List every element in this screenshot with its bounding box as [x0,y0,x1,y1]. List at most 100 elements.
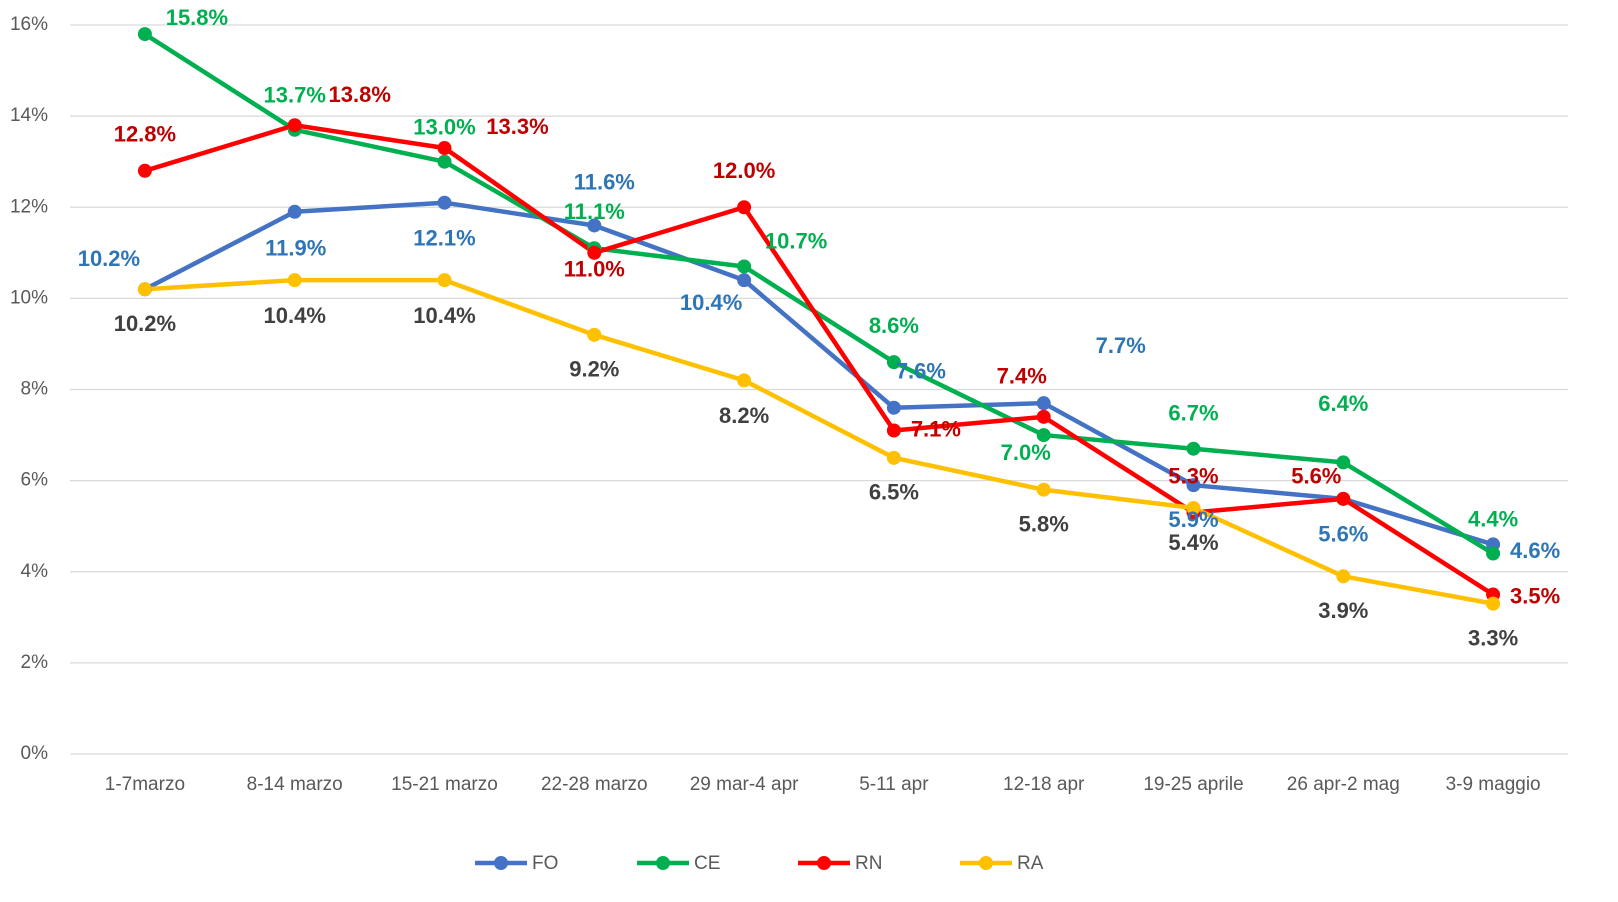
y-tick-label: 0% [21,743,49,764]
data-label: 5.6% [1318,522,1368,547]
data-point [287,273,302,288]
data-label: 10.4% [680,290,742,315]
data-label: 10.2% [78,246,140,271]
data-point [737,273,752,288]
data-label: 3.3% [1468,625,1518,650]
data-label: 4.4% [1468,506,1518,531]
data-label: 13.7% [264,83,326,108]
data-label: 3.5% [1510,583,1560,608]
legend-marker [494,856,508,870]
data-point [1186,441,1201,456]
data-label: 5.9% [1168,507,1218,532]
data-label: 10.4% [413,303,475,328]
data-label: 10.7% [765,228,827,253]
data-label: 11.0% [564,257,625,282]
data-point [886,450,901,465]
data-label: 11.6% [574,169,635,194]
y-tick-label: 8% [21,379,49,400]
series-line [143,32,1495,556]
data-point [137,282,152,297]
data-point [737,200,752,215]
x-tick-label: 3-9 maggio [1446,774,1541,795]
data-point [587,245,602,260]
legend-label: RN [855,853,882,874]
y-tick-label: 10% [10,287,48,308]
x-tick-label: 26 apr-2 mag [1287,774,1400,795]
data-label: 10.2% [114,311,176,336]
data-point [1036,428,1051,443]
data-label: 5.8% [1019,512,1069,537]
data-label: 4.6% [1510,538,1560,563]
data-point [1036,482,1051,497]
legend-marker [817,856,831,870]
y-tick-label: 12% [10,196,48,217]
data-label: 6.4% [1318,391,1368,416]
data-label: 7.7% [1096,333,1146,358]
data-label: 11.1% [564,199,625,224]
data-point [1036,396,1051,411]
data-label: 7.6% [896,359,946,384]
data-label: 15.8% [166,5,228,30]
data-label: 7.4% [997,364,1047,389]
legend-marker [979,856,993,870]
x-tick-label: 1-7marzo [105,774,185,795]
x-tick-label: 12-18 apr [1003,774,1085,795]
y-tick-label: 14% [10,105,48,126]
series-line [144,277,1494,606]
data-point [287,204,302,219]
data-label: 6.5% [869,480,919,505]
y-tick-label: 2% [21,652,49,673]
data-label: 6.7% [1168,401,1218,426]
data-point [587,218,602,233]
data-label: 3.9% [1318,598,1368,623]
data-label: 12.8% [114,122,176,147]
y-tick-label: 16% [10,14,48,35]
y-tick-label: 4% [21,561,49,582]
data-point [287,118,302,133]
legend-marker [656,856,670,870]
data-point [1336,569,1351,584]
data-point [137,163,152,178]
data-point [886,400,901,415]
x-tick-label: 19-25 aprile [1143,774,1243,795]
data-point [1186,500,1201,515]
legend-label: FO [532,853,558,874]
legend-label: CE [694,853,720,874]
data-point [1486,596,1501,611]
data-label: 9.2% [569,357,619,382]
data-label: 8.6% [869,313,919,338]
data-label: 13.3% [486,114,548,139]
data-point [437,273,452,288]
data-point [1486,546,1501,561]
data-point [886,423,901,438]
data-point [886,355,901,370]
data-label: 5.3% [1168,463,1218,488]
y-tick-label: 6% [21,470,49,491]
data-point [737,259,752,274]
data-point [437,141,452,156]
x-tick-label: 22-28 marzo [541,774,648,795]
data-point [1336,491,1351,506]
data-label: 10.4% [264,303,326,328]
data-label: 5.6% [1291,464,1341,489]
data-point [437,195,452,210]
data-label: 7.0% [1001,440,1051,465]
x-tick-label: 15-21 marzo [391,774,498,795]
data-point [1336,455,1351,470]
data-point [1186,478,1201,493]
x-tick-label: 8-14 marzo [247,774,343,795]
legend-label: RA [1017,853,1044,874]
data-label: 8.2% [719,403,769,428]
data-label: 12.1% [413,226,475,251]
data-label: 13.0% [413,115,475,140]
data-label: 7.1% [911,416,961,441]
data-point [587,327,602,342]
data-label: 12.0% [713,158,775,183]
data-point [1036,409,1051,424]
data-point [137,27,152,42]
data-point [737,373,752,388]
x-tick-label: 5-11 apr [859,774,929,795]
data-point [437,154,452,169]
series-line [144,122,1495,597]
